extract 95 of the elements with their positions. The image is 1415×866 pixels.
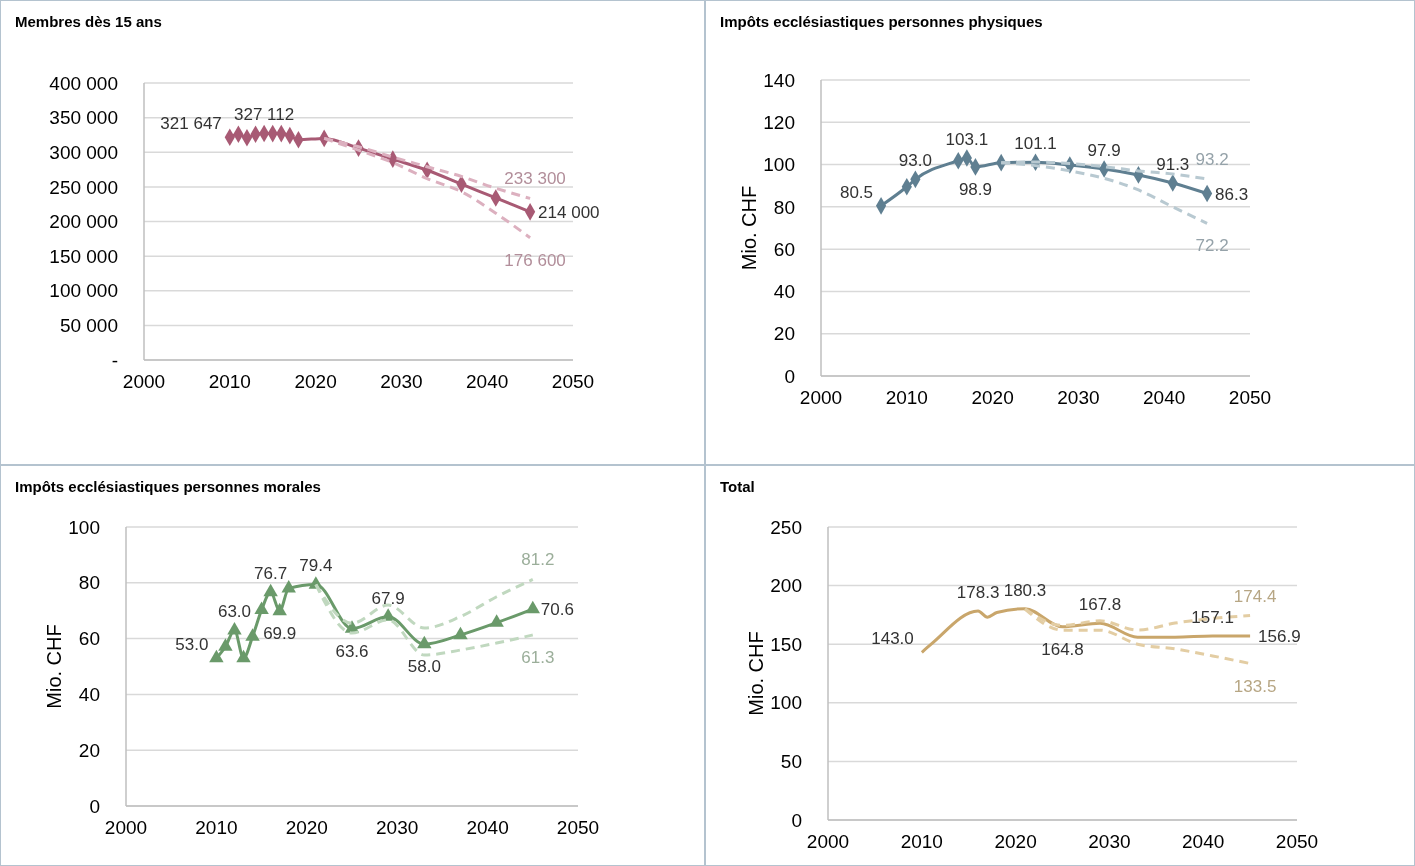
data-label: 58.0 bbox=[407, 657, 441, 677]
x-tick-label: 2050 bbox=[551, 371, 595, 392]
y-tick-label: 100 000 bbox=[49, 280, 118, 302]
y-tick-label: 40 bbox=[78, 684, 100, 706]
data-label: 76.7 bbox=[254, 564, 288, 584]
x-tick-label: 2050 bbox=[1275, 831, 1319, 852]
data-label: 67.9 bbox=[371, 588, 405, 608]
data-label: 61.3 bbox=[521, 647, 555, 667]
y-tick-label: 200 000 bbox=[49, 211, 118, 233]
y-tick-label: 120 bbox=[763, 111, 795, 133]
x-tick-label: 2010 bbox=[195, 817, 238, 838]
x-tick-label: 2030 bbox=[1057, 387, 1100, 408]
x-tick-label: 2050 bbox=[556, 817, 600, 838]
data-label: 63.0 bbox=[217, 602, 252, 622]
y-tick-label: 0 bbox=[89, 795, 100, 817]
data-label: 164.8 bbox=[1041, 639, 1084, 659]
y-tick-label: 80 bbox=[78, 572, 100, 594]
data-label: 91.3 bbox=[1156, 154, 1190, 174]
y-axis-title: Mio. CHF bbox=[738, 185, 760, 271]
chart-title: Membres dès 15 ans bbox=[15, 13, 162, 30]
y-tick-label: - bbox=[111, 349, 118, 371]
data-label: 79.4 bbox=[299, 556, 333, 576]
data-label: 53.0 bbox=[175, 635, 209, 655]
y-tick-label: 300 000 bbox=[49, 141, 118, 163]
x-tick-label: 2020 bbox=[285, 817, 328, 838]
data-label: 174.4 bbox=[1233, 586, 1277, 606]
x-tick-label: 2040 bbox=[466, 817, 509, 838]
y-tick-label: 250 bbox=[770, 516, 802, 538]
y-tick-label: 100 bbox=[763, 154, 795, 176]
data-label: 63.6 bbox=[335, 641, 369, 661]
y-tick-label: 50 000 bbox=[59, 315, 118, 337]
y-tick-label: 150 bbox=[770, 633, 802, 655]
data-label: 157.1 bbox=[1191, 607, 1234, 627]
data-label: 93.2 bbox=[1195, 149, 1229, 169]
data-label: 80.5 bbox=[839, 182, 874, 202]
y-axis-title: Mio. CHF bbox=[43, 624, 65, 709]
y-tick-label: 0 bbox=[791, 809, 802, 831]
x-tick-label: 2050 bbox=[1228, 387, 1272, 408]
x-tick-label: 2040 bbox=[1182, 831, 1225, 852]
data-label: 81.2 bbox=[521, 550, 555, 570]
x-tick-label: 2040 bbox=[466, 371, 509, 392]
y-tick-label: 40 bbox=[773, 281, 795, 303]
data-label: 98.9 bbox=[958, 179, 992, 199]
x-tick-label: 2000 bbox=[122, 371, 166, 392]
y-tick-label: 60 bbox=[78, 628, 100, 650]
x-tick-label: 2000 bbox=[799, 387, 843, 408]
data-label: 214 000 bbox=[538, 202, 600, 222]
data-label: 133.5 bbox=[1233, 676, 1277, 696]
chart-title: Impôts ecclésiastiques personnes morales bbox=[15, 478, 321, 495]
data-label: 321 647 bbox=[160, 114, 222, 134]
x-tick-label: 2030 bbox=[380, 371, 423, 392]
data-label: 69.9 bbox=[263, 623, 297, 643]
data-label: 101.1 bbox=[1014, 134, 1057, 154]
data-label: 72.2 bbox=[1195, 236, 1229, 256]
x-tick-label: 2030 bbox=[1088, 831, 1131, 852]
x-tick-label: 2010 bbox=[900, 831, 943, 852]
data-label: 93.0 bbox=[898, 151, 932, 171]
y-tick-label: 50 bbox=[780, 751, 802, 773]
data-label: 70.6 bbox=[540, 600, 574, 620]
y-axis-title: Mio. CHF bbox=[745, 631, 767, 716]
x-tick-label: 2000 bbox=[104, 817, 148, 838]
x-tick-label: 2010 bbox=[885, 387, 928, 408]
y-tick-label: 20 bbox=[78, 739, 100, 761]
x-tick-label: 2040 bbox=[1143, 387, 1186, 408]
data-label: 180.3 bbox=[1003, 580, 1047, 600]
x-tick-label: 2020 bbox=[294, 371, 337, 392]
y-tick-label: 60 bbox=[773, 238, 795, 260]
data-label: 178.3 bbox=[956, 583, 1000, 603]
data-label: 233 300 bbox=[504, 169, 566, 189]
x-tick-label: 2000 bbox=[806, 831, 850, 852]
y-tick-label: 140 bbox=[763, 69, 795, 91]
data-label: 176 600 bbox=[504, 250, 566, 270]
data-label: 97.9 bbox=[1087, 141, 1121, 161]
data-label: 167.8 bbox=[1078, 595, 1122, 615]
y-tick-label: 350 000 bbox=[49, 107, 118, 129]
y-tick-label: 250 000 bbox=[49, 176, 118, 198]
y-tick-label: 100 bbox=[770, 692, 802, 714]
y-tick-label: 80 bbox=[773, 196, 795, 218]
x-tick-label: 2030 bbox=[376, 817, 419, 838]
chart-title: Total bbox=[720, 478, 755, 495]
x-tick-label: 2010 bbox=[208, 371, 251, 392]
x-tick-label: 2020 bbox=[994, 831, 1037, 852]
y-tick-label: 100 bbox=[68, 516, 100, 538]
x-tick-label: 2020 bbox=[971, 387, 1014, 408]
y-tick-label: 400 000 bbox=[49, 72, 118, 94]
data-label: 327 112 bbox=[234, 105, 295, 125]
data-label: 86.3 bbox=[1215, 184, 1249, 204]
chart-title: Impôts ecclésiastiques personnes physiques bbox=[720, 13, 1043, 30]
data-label: 156.9 bbox=[1258, 627, 1301, 647]
data-label: 103.1 bbox=[945, 130, 989, 150]
y-tick-label: 20 bbox=[773, 323, 795, 345]
y-tick-label: 150 000 bbox=[49, 245, 118, 267]
y-tick-label: 0 bbox=[784, 365, 795, 387]
data-label: 143.0 bbox=[871, 629, 914, 649]
y-tick-label: 200 bbox=[770, 575, 802, 597]
